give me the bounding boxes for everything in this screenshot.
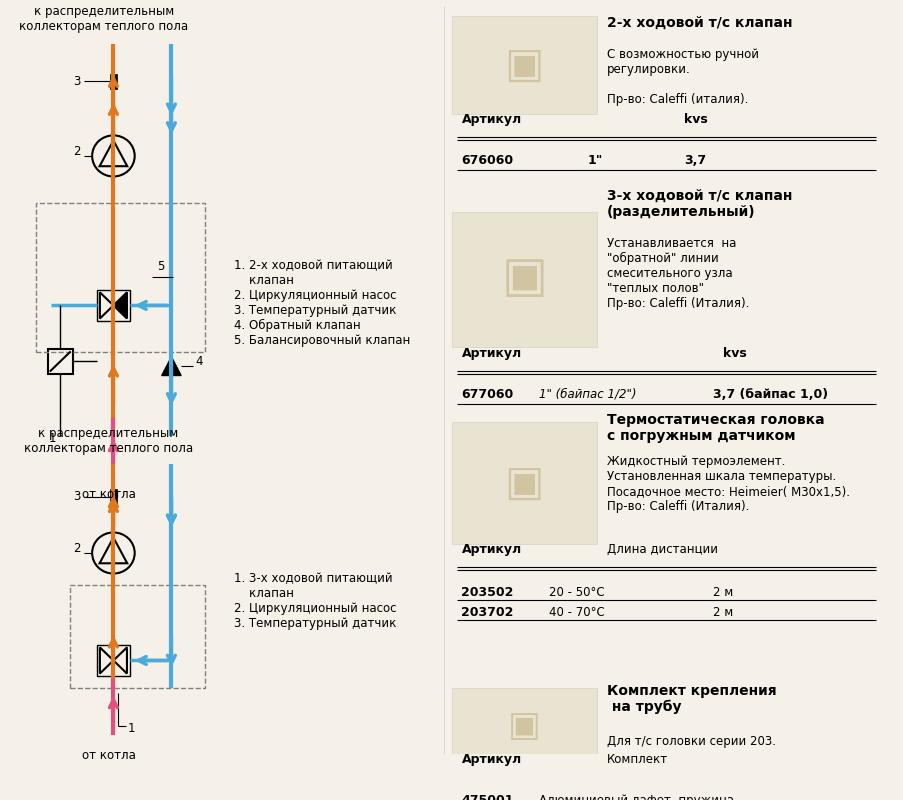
- Text: 1": 1": [587, 154, 602, 167]
- Text: ▣: ▣: [501, 254, 546, 302]
- Text: 2: 2: [73, 145, 80, 158]
- Text: 203702: 203702: [461, 606, 513, 619]
- Text: Артикул: Артикул: [461, 346, 521, 360]
- Text: Артикул: Артикул: [461, 753, 521, 766]
- Bar: [97, 645, 130, 676]
- Text: 3: 3: [73, 74, 80, 88]
- Text: 4: 4: [195, 355, 203, 368]
- Text: 1" (байпас 1/2"): 1" (байпас 1/2"): [538, 388, 636, 401]
- Text: 203502: 203502: [461, 586, 513, 598]
- Text: 1: 1: [49, 431, 56, 445]
- Bar: [48, 350, 73, 374]
- Bar: [109, 490, 117, 505]
- Text: Комплект крепления
 на трубу: Комплект крепления на трубу: [606, 684, 776, 714]
- Text: к распределительным
коллекторам теплого пола: к распределительным коллекторам теплого …: [19, 5, 188, 33]
- Text: Артикул: Артикул: [461, 543, 521, 556]
- Text: kvs: kvs: [721, 346, 746, 360]
- Text: 3-х ходовой т/с клапан
(разделительный): 3-х ходовой т/с клапан (разделительный): [606, 189, 791, 219]
- Bar: [452, 689, 596, 763]
- Text: ▣: ▣: [504, 462, 544, 504]
- Bar: [70, 585, 205, 687]
- Polygon shape: [113, 292, 126, 318]
- Text: от котла: от котла: [81, 488, 135, 501]
- Bar: [36, 202, 205, 352]
- Text: к распределительным
коллекторам теплого пола: к распределительным коллекторам теплого …: [24, 427, 193, 455]
- Text: ▣: ▣: [504, 43, 544, 86]
- Text: 40 - 70°С: 40 - 70°С: [548, 606, 603, 619]
- Bar: [452, 212, 596, 347]
- Text: 475001: 475001: [461, 794, 514, 800]
- Bar: [109, 74, 117, 89]
- Bar: [452, 422, 596, 544]
- Text: Для т/с головки серии 203.: Для т/с головки серии 203.: [606, 735, 775, 748]
- Text: Длина дистанции: Длина дистанции: [606, 543, 717, 556]
- Text: от котла: от котла: [81, 750, 135, 762]
- Text: Артикул: Артикул: [461, 113, 521, 126]
- Text: Алюминиевый лафет, пружина: Алюминиевый лафет, пружина: [538, 794, 733, 800]
- Text: 1. 3-х ходовой питающий
    клапан
2. Циркуляционный насос
3. Температурный датч: 1. 3-х ходовой питающий клапан 2. Циркул…: [234, 572, 396, 630]
- Polygon shape: [162, 357, 181, 375]
- Text: 3,7: 3,7: [683, 154, 705, 167]
- Text: Термостатическая головка
с погружным датчиком: Термостатическая головка с погружным дат…: [606, 413, 824, 443]
- Text: 1: 1: [128, 722, 135, 735]
- Text: kvs: kvs: [683, 113, 707, 126]
- Text: 5: 5: [157, 260, 164, 273]
- Text: 20 - 50°С: 20 - 50°С: [548, 586, 603, 598]
- Text: 2-х ходовой т/с клапан: 2-х ходовой т/с клапан: [606, 16, 791, 30]
- Text: Устанавливается  на
"обратной" линии
смесительного узла
"теплых полов"
Пр-во: Ca: Устанавливается на "обратной" линии смес…: [606, 238, 748, 310]
- Text: Жидкостный термоэлемент.
Установленная шкала температуры.
Посадочное место: Heim: Жидкостный термоэлемент. Установленная ш…: [606, 455, 849, 513]
- Text: 2 м: 2 м: [712, 586, 732, 598]
- Text: 677060: 677060: [461, 388, 513, 401]
- Text: 2: 2: [73, 542, 80, 555]
- Text: 1. 2-х ходовой питающий
    клапан
2. Циркуляционный насос
3. Температурный датч: 1. 2-х ходовой питающий клапан 2. Циркул…: [234, 258, 410, 347]
- Text: Комплект: Комплект: [606, 753, 667, 766]
- Text: 676060: 676060: [461, 154, 513, 167]
- Text: С возможностью ручной
регулировки.

Пр-во: Caleffi (италия).: С возможностью ручной регулировки. Пр-во…: [606, 49, 758, 106]
- Text: 3,7 (байпас 1,0): 3,7 (байпас 1,0): [712, 388, 827, 401]
- Text: ▣: ▣: [507, 709, 540, 743]
- Text: 2 м: 2 м: [712, 606, 732, 619]
- Bar: [97, 290, 130, 322]
- Text: 3: 3: [73, 490, 80, 503]
- Bar: [452, 16, 596, 114]
